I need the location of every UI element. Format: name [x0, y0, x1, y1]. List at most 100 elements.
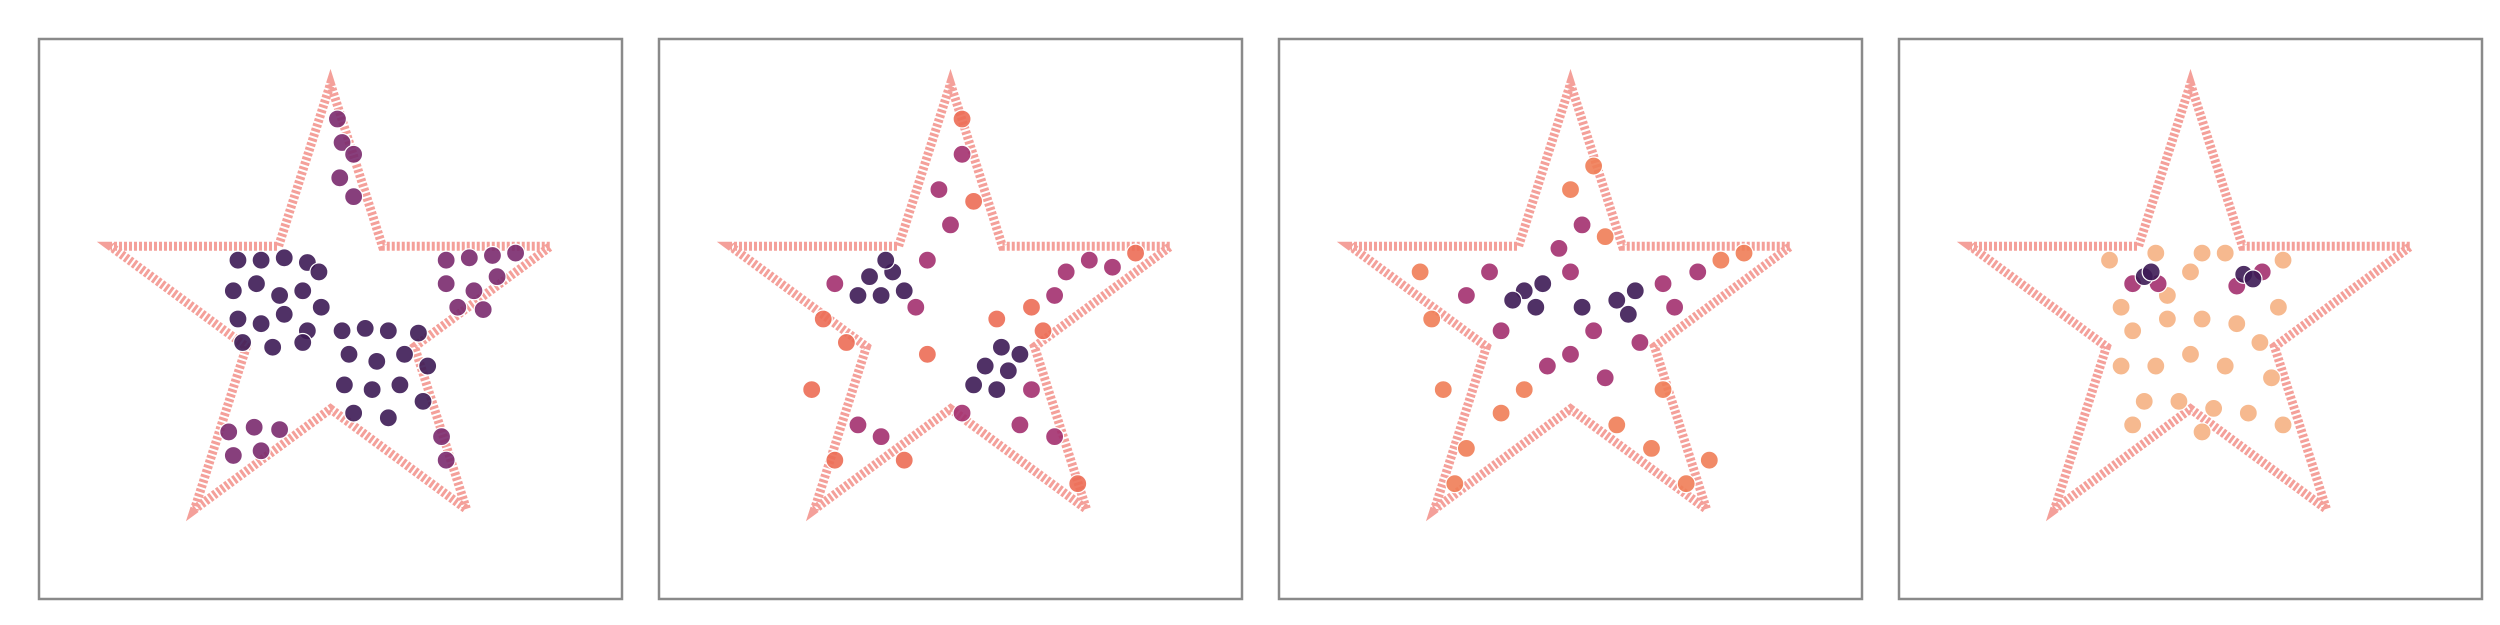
point: [952, 144, 972, 164]
point: [505, 243, 526, 263]
point: [894, 450, 914, 470]
point: [332, 132, 352, 153]
point: [274, 304, 294, 324]
point: [2250, 332, 2270, 353]
plot-frame: [37, 37, 624, 601]
point: [2261, 368, 2282, 388]
plot-frame: [1897, 37, 2484, 601]
point: [1699, 450, 1719, 470]
point: [964, 191, 984, 211]
point: [436, 274, 456, 294]
point: [1676, 474, 1696, 494]
point: [362, 379, 382, 400]
point: [1021, 297, 1042, 317]
point: [378, 321, 398, 341]
star-outline: [1956, 68, 2425, 522]
point: [1630, 332, 1650, 353]
point: [802, 379, 822, 400]
point: [464, 281, 484, 301]
point: [2123, 415, 2143, 435]
point: [1491, 403, 1511, 423]
point: [1560, 262, 1581, 282]
point: [871, 285, 891, 306]
point: [274, 248, 294, 268]
plot-frame: [657, 37, 1244, 601]
point: [344, 403, 364, 423]
point: [413, 391, 433, 411]
point: [836, 332, 856, 353]
point: [1537, 356, 1557, 376]
point: [813, 309, 833, 329]
point: [871, 427, 891, 447]
point: [1514, 379, 1534, 400]
point: [263, 337, 283, 357]
point: [2134, 391, 2154, 411]
point: [2180, 262, 2201, 282]
point: [334, 375, 354, 395]
point: [2192, 422, 2212, 442]
point: [1503, 290, 1523, 310]
star-outline: [716, 68, 1185, 522]
point: [848, 285, 868, 306]
point: [2123, 321, 2143, 341]
point: [952, 403, 972, 423]
point: [487, 267, 507, 287]
plot-frame: [1277, 37, 1864, 601]
panel: [657, 37, 1244, 601]
point: [228, 250, 248, 270]
point: [2227, 314, 2247, 334]
point: [1584, 321, 1604, 341]
point: [2146, 243, 2166, 263]
point: [1433, 379, 1453, 400]
point: [473, 299, 493, 320]
point: [1125, 243, 1146, 263]
point: [2238, 403, 2258, 423]
point: [311, 297, 331, 317]
point: [1665, 297, 1685, 317]
point: [2192, 309, 2212, 329]
point: [2215, 243, 2235, 263]
point: [825, 274, 845, 294]
point: [408, 323, 429, 343]
point: [1456, 438, 1476, 459]
point: [1010, 344, 1030, 364]
point: [344, 144, 364, 164]
point: [332, 321, 352, 341]
point: [929, 179, 949, 200]
point: [223, 445, 243, 466]
point: [1079, 250, 1099, 270]
point: [431, 427, 452, 447]
point: [2192, 243, 2212, 263]
point: [367, 351, 387, 371]
point: [2204, 398, 2224, 419]
point: [975, 356, 995, 376]
point: [1445, 474, 1465, 494]
point: [1010, 415, 1030, 435]
star-outline: [1336, 68, 1805, 522]
point: [2268, 297, 2289, 317]
point: [232, 332, 253, 353]
point: [1560, 344, 1581, 364]
point: [917, 250, 937, 270]
point: [2243, 269, 2263, 289]
point: [859, 267, 880, 287]
point: [394, 344, 415, 364]
point: [1572, 215, 1592, 235]
panel: [1897, 37, 2484, 601]
point: [1033, 321, 1053, 341]
point: [2141, 262, 2161, 282]
point: [1533, 274, 1553, 294]
point: [2273, 415, 2293, 435]
point: [1526, 297, 1546, 317]
point: [418, 356, 438, 376]
point: [917, 344, 937, 364]
point: [1479, 262, 1500, 282]
panel: [1277, 37, 1864, 601]
point: [378, 408, 398, 428]
point: [987, 379, 1007, 400]
point: [1688, 262, 1708, 282]
point: [848, 415, 868, 435]
point: [1560, 179, 1581, 200]
point: [219, 422, 239, 442]
